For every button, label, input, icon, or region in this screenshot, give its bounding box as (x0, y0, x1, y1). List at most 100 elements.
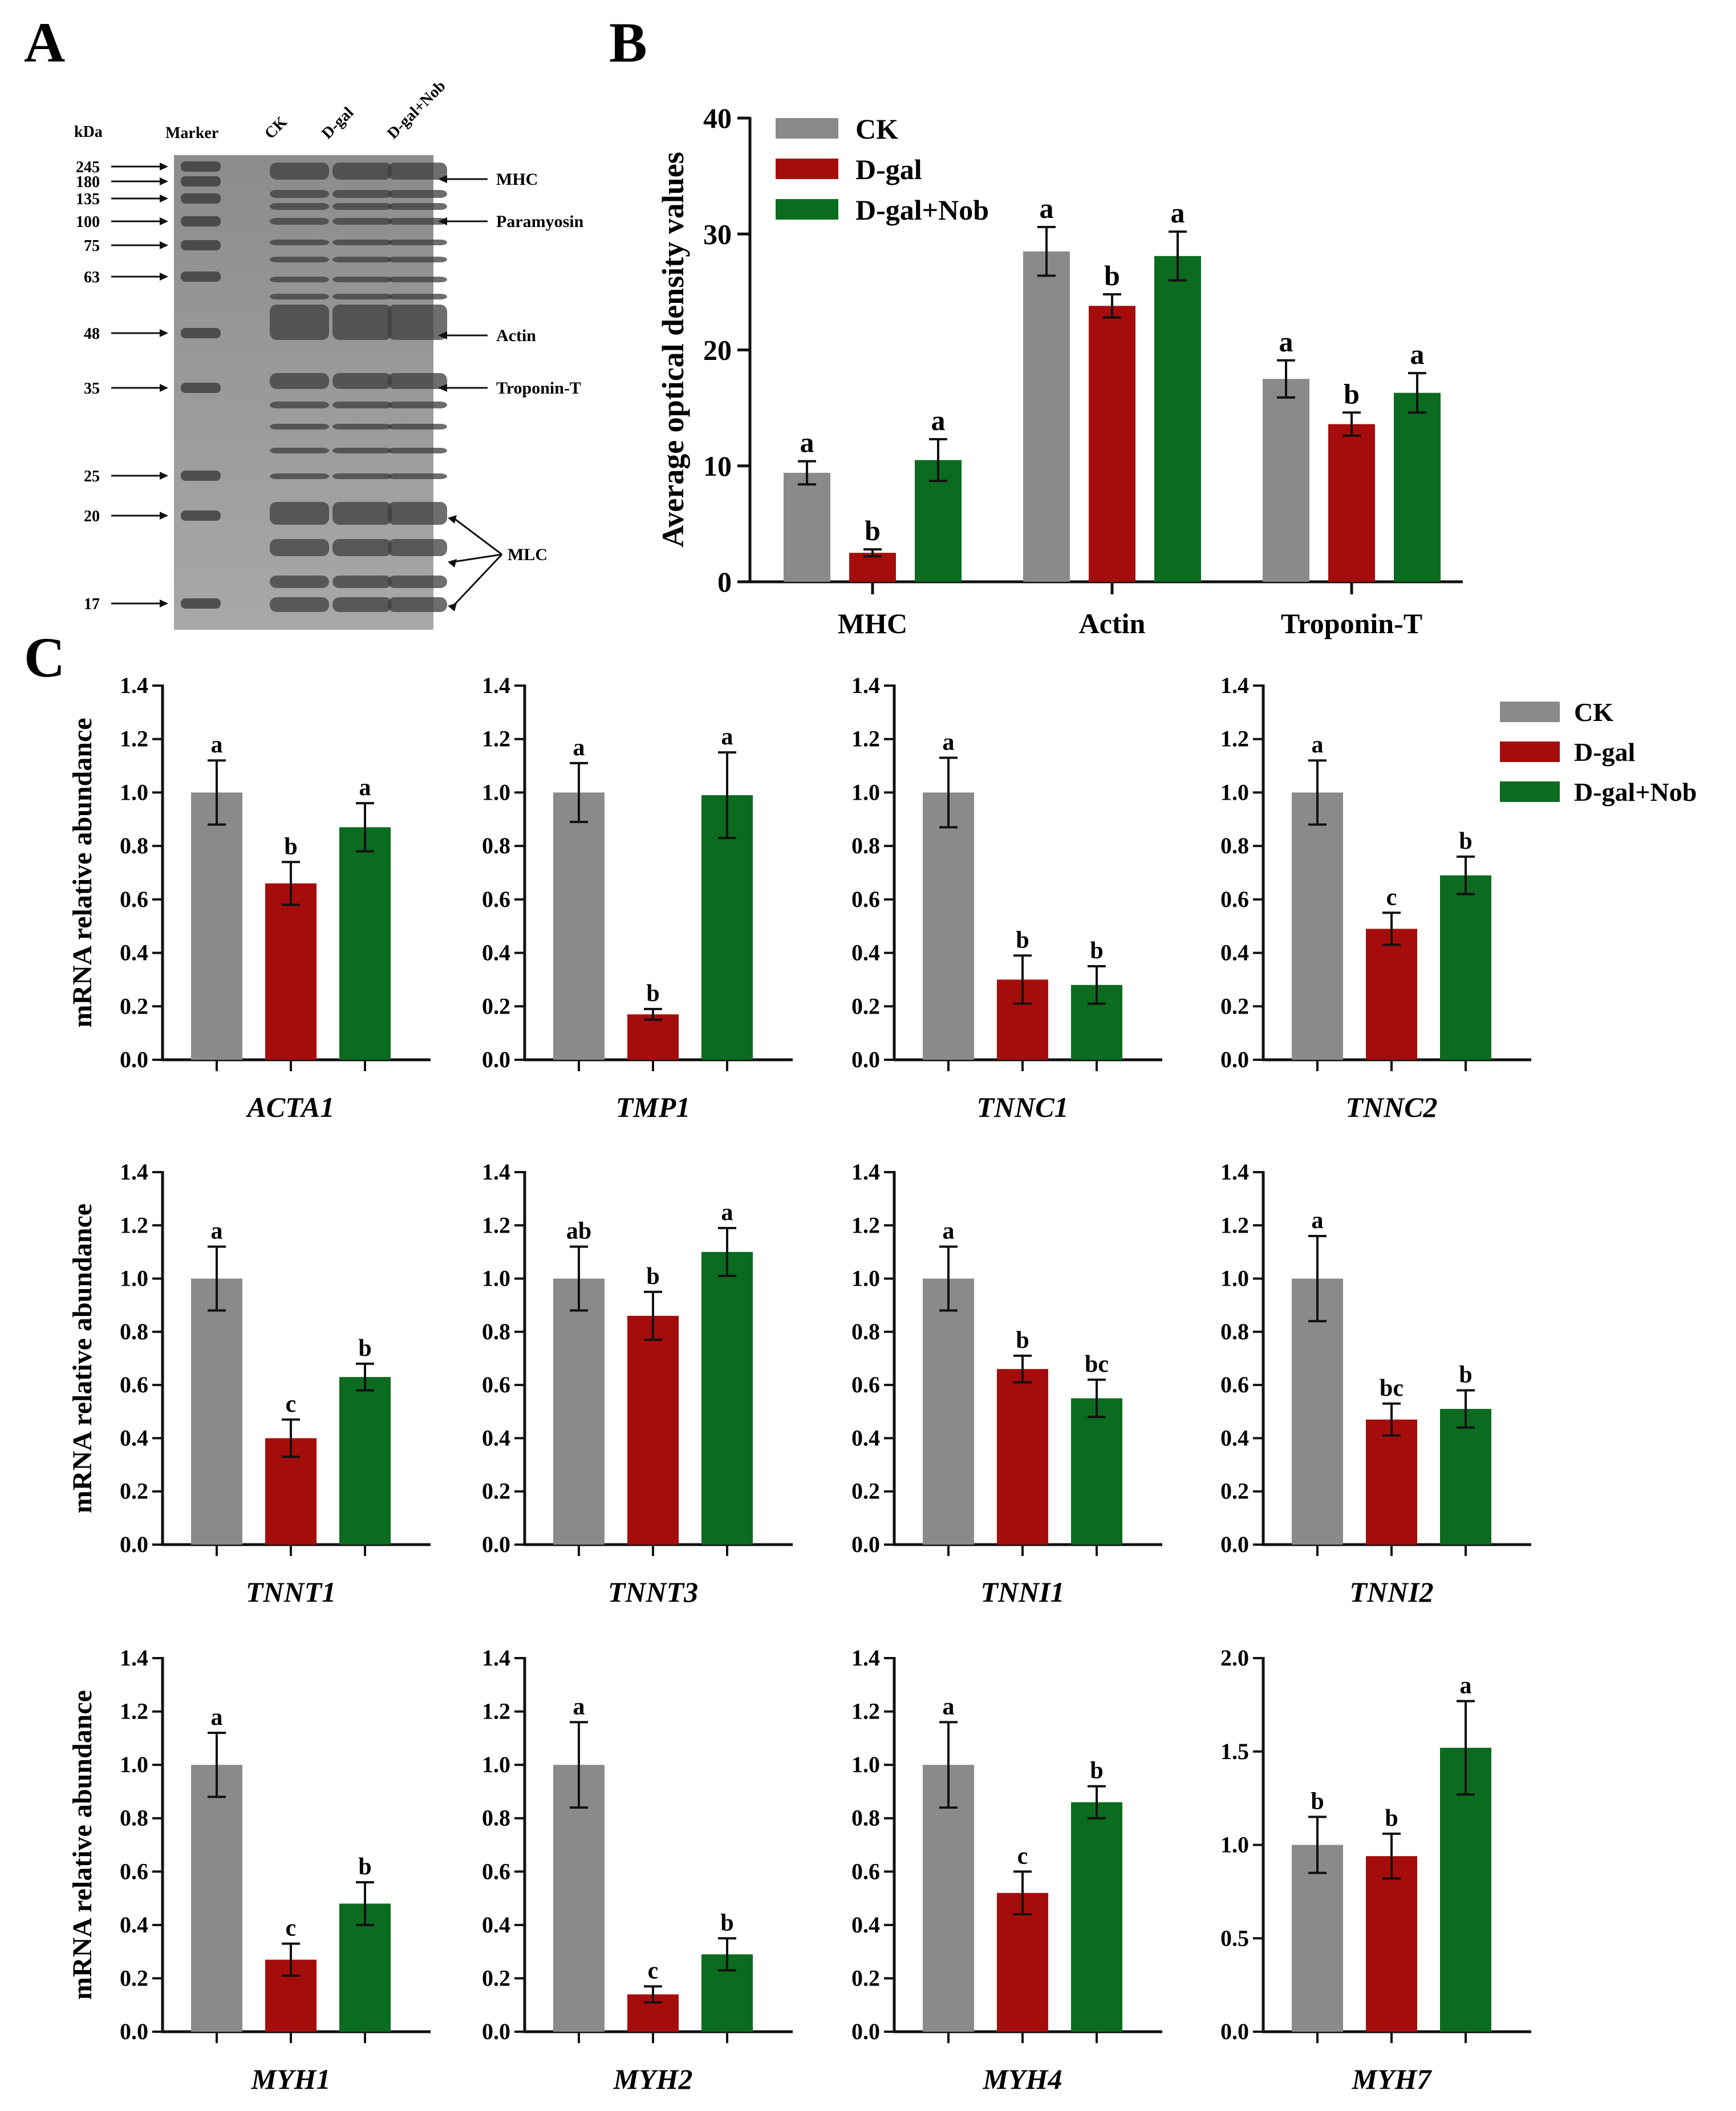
y-tick-label: 2.0 (1220, 1645, 1249, 1671)
bar (191, 792, 242, 1060)
y-tick-label: 0.0 (851, 2019, 880, 2044)
panel-label-b: B (609, 11, 647, 74)
x-tick-label: Actin (1079, 607, 1146, 639)
gel-header-lane: D-gal (318, 104, 357, 143)
y-tick-label: 0.2 (120, 1478, 148, 1504)
bar (1440, 875, 1491, 1060)
gel-band (332, 277, 392, 282)
y-tick-label: 0.2 (851, 1478, 880, 1504)
gel-band (388, 473, 447, 479)
y-tick-label: 0.0 (1220, 1531, 1249, 1557)
gel-marker-arrowhead (160, 512, 168, 520)
significance-letter: b (1459, 1362, 1472, 1388)
significance-letter: a (943, 1218, 955, 1245)
y-tick-label: 10 (703, 450, 732, 482)
gel-marker-band (181, 216, 221, 226)
gel-band (270, 448, 329, 453)
gel-band (332, 218, 392, 225)
y-tick-label: 1.0 (482, 1752, 510, 1777)
y-tick-label: 30 (703, 218, 732, 250)
gel-band (332, 203, 392, 210)
legend-label: D-gal+Nob (855, 194, 989, 226)
gel-band (270, 163, 329, 180)
subchart-tnni2: 0.0 0.2 0.4 0.6 0.8 1.0 1.2 1.4 a bc b TNNI2 (1220, 1159, 1531, 1608)
x-tick-label: MHC (838, 607, 907, 639)
gel-marker-band (181, 176, 221, 187)
gel-marker-arrowhead (160, 177, 168, 185)
y-tick-label: 0.6 (1220, 1372, 1249, 1397)
gel-band (332, 305, 392, 340)
gel-band (388, 218, 447, 225)
gel-band (332, 190, 392, 198)
subchart-myh1: 0.0 0.2 0.4 0.6 0.8 1.0 1.2 1.4 mRNA relative ab… (67, 1645, 431, 2095)
significance-letter: b (1090, 1758, 1103, 1784)
gel-marker-label: 63 (84, 269, 100, 286)
y-tick-label: 0.0 (1220, 1047, 1249, 1072)
gel-band (388, 597, 447, 612)
gel-mlc-arrowhead (448, 559, 457, 568)
y-tick-label: 0.6 (851, 1858, 880, 1884)
y-tick-label: 0.2 (1220, 993, 1249, 1019)
y-tick-label: 0.4 (1220, 1425, 1249, 1450)
gel-band (332, 163, 392, 180)
significance-letter: a (931, 404, 946, 436)
significance-letter: a (1460, 1672, 1472, 1699)
y-tick-label: 1.4 (482, 1159, 510, 1185)
bar (1263, 379, 1309, 582)
gel-marker-label: 35 (84, 380, 100, 398)
y-tick-label: 0.6 (482, 886, 510, 912)
bar (1292, 1845, 1343, 2032)
y-tick-label: 1.4 (851, 1645, 880, 1671)
y-tick-label: 0.8 (482, 833, 510, 858)
subchart-acta1: 0.0 0.2 0.4 0.6 0.8 1.0 1.2 1.4 mRNA relative ab… (67, 672, 431, 1123)
y-tick-label: 0.0 (120, 2019, 148, 2044)
y-tick-label: 1.0 (120, 779, 148, 805)
bar (849, 553, 896, 582)
legend-swatch (1500, 702, 1560, 722)
y-tick-label: 1.4 (851, 672, 880, 698)
gel-band (270, 424, 329, 430)
gel-band (388, 502, 447, 525)
bar (1440, 1409, 1491, 1545)
y-tick-label: 0.0 (482, 1047, 510, 1072)
gel-band (270, 576, 329, 588)
y-tick-label: 1.0 (482, 779, 510, 805)
y-tick-label: 1.4 (482, 672, 510, 698)
gel-band-arrowhead (438, 175, 447, 183)
significance-letter: a (573, 735, 585, 761)
y-tick-label: 0.8 (482, 1805, 510, 1831)
y-tick-label: 0.4 (1220, 940, 1249, 966)
y-tick-label: 0.0 (851, 1047, 880, 1072)
significance-letter: a (211, 1704, 223, 1731)
significance-letter: c (1017, 1843, 1028, 1869)
gel-header-kda: kDa (74, 123, 103, 141)
bar (701, 1251, 753, 1545)
legend-c: CK D-gal D-gal+Nob (1500, 698, 1697, 807)
bar (553, 1278, 605, 1545)
y-tick-label: 0.8 (1220, 1319, 1249, 1344)
significance-letter: c (286, 1391, 297, 1417)
bar (191, 1765, 242, 2032)
y-tick-label: 0.2 (851, 993, 880, 1019)
gel-mlc-arrow-line (453, 553, 502, 563)
significance-letter: bc (1380, 1375, 1404, 1401)
gel-band (332, 539, 392, 556)
significance-letter: b (646, 980, 659, 1007)
panel-label-a: A (24, 11, 65, 74)
gel-band-arrowhead (438, 331, 447, 339)
y-axis-title: Average optical density values (656, 152, 690, 547)
y-tick-label: 1.4 (482, 1645, 510, 1671)
significance-letter: a (1312, 1208, 1324, 1234)
gel-marker-band (181, 272, 221, 282)
y-tick-label: 1.0 (482, 1266, 510, 1291)
y-tick-label: 1.2 (482, 1699, 510, 1724)
gel-band (270, 502, 329, 525)
y-tick-label: 40 (703, 102, 732, 134)
bar (1071, 1398, 1122, 1545)
y-tick-label: 0.6 (851, 1372, 880, 1397)
gel-marker-label: 135 (76, 191, 100, 208)
panel-label-c: C (24, 626, 65, 689)
gel-band (270, 218, 329, 225)
significance-letter: a (721, 1200, 733, 1226)
gel-band (388, 277, 447, 282)
